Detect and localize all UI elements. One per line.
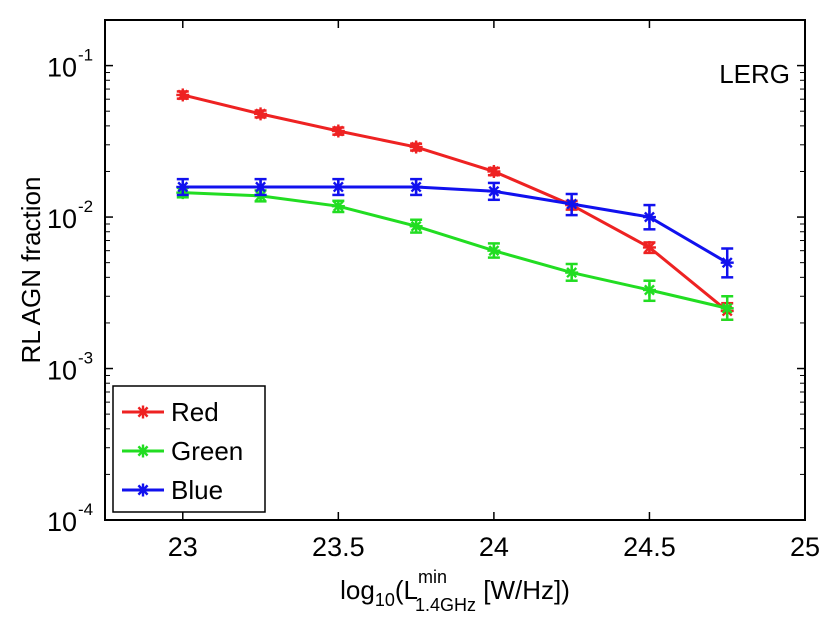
legend-label: Blue: [171, 475, 223, 505]
marker-stroke: [410, 220, 422, 232]
marker-stroke: [488, 245, 500, 257]
series-line: [182, 185, 728, 264]
legend-marker: [136, 483, 150, 497]
legend-marker: [136, 405, 150, 419]
marker-stroke: [643, 211, 655, 223]
marker-stroke: [177, 89, 189, 101]
x-tick-label: 24.5: [623, 532, 676, 562]
legend-label: Red: [171, 397, 219, 427]
x-axis-label: log10(Lmin 1.4GHz [W/Hz]): [340, 567, 570, 615]
data-point: [254, 107, 268, 121]
data-point: [331, 180, 345, 194]
y-tick-label: 10: [47, 204, 77, 234]
plot-frame: [104, 19, 806, 521]
marker-stroke: [721, 257, 733, 269]
marker-stroke: [721, 302, 733, 314]
marker-stroke: [137, 406, 149, 418]
y-tick-label: 10: [47, 53, 77, 83]
data-point: [331, 199, 345, 213]
y-tick-exponent: -1: [78, 46, 93, 65]
series-blue: [176, 177, 734, 279]
marker-stroke: [255, 108, 267, 120]
marker-stroke: [643, 284, 655, 296]
marker-stroke: [488, 166, 500, 177]
data-point: [331, 124, 345, 138]
data-point: [254, 180, 268, 194]
legend-label: Green: [171, 436, 243, 466]
y-tick-label: 10: [47, 356, 77, 386]
data-point: [720, 301, 734, 315]
series-line: [182, 93, 729, 313]
y-axis-label: RL AGN fraction: [16, 177, 46, 364]
marker-stroke: [410, 181, 422, 193]
series-layer: [176, 88, 734, 321]
legend-entry-blue: Blue: [122, 475, 223, 505]
x-tick-label: 23: [168, 532, 198, 562]
marker-stroke: [177, 181, 189, 193]
legend-entry-red: Red: [122, 397, 219, 427]
marker-stroke: [332, 181, 344, 193]
data-point: [642, 283, 656, 297]
data-point: [720, 256, 734, 270]
marker-stroke: [255, 181, 267, 193]
data-point: [487, 164, 501, 178]
data-point: [176, 180, 190, 194]
legend: Red Green Blue: [112, 385, 266, 513]
legend-entry-green: Green: [122, 436, 243, 466]
data-point: [565, 197, 579, 211]
y-tick-exponent: -4: [78, 500, 93, 519]
marker-stroke: [137, 445, 149, 457]
series-line: [182, 191, 728, 310]
data-point: [409, 180, 423, 194]
marker-stroke: [566, 267, 578, 279]
y-tick-exponent: -3: [78, 349, 93, 368]
data-point: [487, 184, 501, 198]
marker-stroke: [566, 198, 578, 210]
marker-stroke: [488, 185, 500, 197]
annotation-label: LERG: [719, 59, 790, 89]
data-point: [565, 266, 579, 280]
marker-stroke: [332, 125, 344, 137]
data-point: [409, 219, 423, 233]
marker-stroke: [643, 242, 655, 253]
data-point: [487, 244, 501, 258]
x-tick-label: 24: [479, 532, 509, 562]
y-tick-exponent: -2: [78, 197, 93, 216]
marker-stroke: [332, 200, 344, 212]
marker-stroke: [410, 141, 422, 153]
data-point: [642, 210, 656, 224]
marker-stroke: [137, 484, 149, 496]
legend-marker: [136, 444, 150, 458]
data-point: [409, 140, 423, 154]
data-point: [176, 88, 190, 102]
x-tick-label: 25: [790, 532, 820, 562]
y-tick-label: 10: [47, 507, 77, 537]
x-tick-label: 23.5: [312, 532, 365, 562]
data-point: [642, 240, 656, 254]
